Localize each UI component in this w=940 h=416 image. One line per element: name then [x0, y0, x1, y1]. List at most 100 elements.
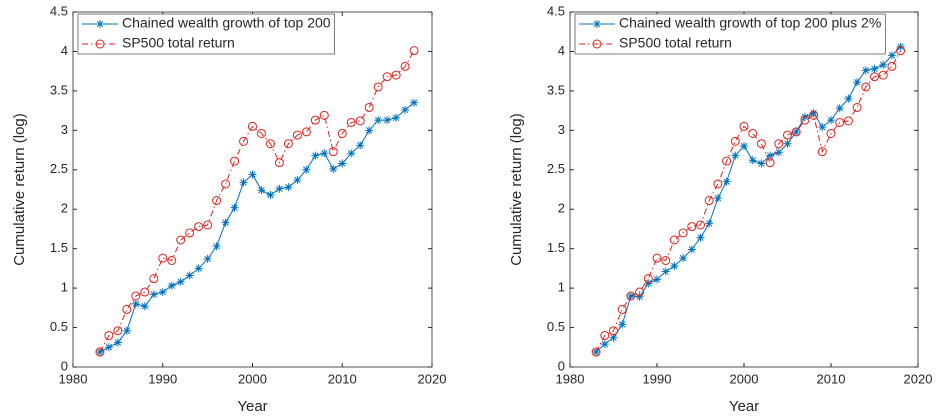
- data-point: [809, 110, 819, 120]
- legend: Chained wealth growth of top 200 SP500 to…: [77, 13, 335, 55]
- series-line: [99, 50, 415, 353]
- data-point: [382, 72, 392, 82]
- y-axis-label: Cumulative return (log): [11, 113, 28, 266]
- data-point: [230, 156, 240, 166]
- series-line: [99, 102, 415, 353]
- data-point: [104, 330, 114, 340]
- data-point: [679, 254, 688, 263]
- data-point: [346, 117, 356, 127]
- data-point: [113, 338, 122, 347]
- data-point: [248, 121, 257, 131]
- data-point: [158, 288, 167, 297]
- data-point: [265, 139, 275, 149]
- data-point: [791, 127, 801, 137]
- x-tick-label: 2020: [904, 371, 933, 386]
- data-point: [203, 254, 212, 263]
- data-point: [774, 139, 784, 149]
- data-point: [687, 222, 697, 232]
- x-tick-label: 1990: [643, 371, 672, 386]
- y-tick-label: 2.5: [547, 161, 565, 176]
- data-point: [302, 165, 311, 174]
- data-point: [409, 46, 419, 56]
- series-line: [595, 46, 901, 353]
- data-point: [861, 66, 870, 75]
- data-point: [843, 116, 853, 126]
- data-point: [887, 61, 897, 71]
- data-point: [731, 151, 740, 160]
- data-point: [835, 117, 845, 127]
- y-tick-label: 0: [558, 358, 565, 373]
- data-point: [756, 139, 766, 149]
- data-point: [239, 178, 248, 187]
- y-tick-label: 1: [61, 280, 68, 295]
- data-point: [626, 292, 635, 300]
- data-point: [817, 147, 827, 157]
- data-point: [765, 158, 775, 168]
- x-tick-label: 2000: [730, 371, 759, 386]
- data-point: [626, 291, 636, 301]
- data-point: [176, 277, 185, 286]
- data-point: [669, 235, 679, 245]
- legend-label: SP500 total return: [122, 35, 235, 51]
- data-point: [618, 320, 627, 329]
- data-point: [827, 116, 835, 125]
- data-point: [391, 70, 401, 80]
- data-point: [644, 279, 653, 288]
- data-point: [609, 333, 618, 342]
- data-point: [643, 274, 653, 284]
- y-tick-label: 1: [558, 280, 565, 295]
- data-point: [113, 326, 123, 336]
- data-point: [870, 72, 879, 82]
- data-point: [311, 151, 320, 160]
- data-point: [800, 112, 809, 121]
- data-point: [203, 220, 213, 230]
- data-point: [809, 108, 818, 117]
- data-point: [364, 102, 374, 112]
- data-point: [122, 326, 131, 335]
- x-tick-label: 1990: [148, 371, 177, 386]
- data-point: [792, 127, 801, 136]
- y-tick-label: 2.5: [50, 161, 68, 176]
- data-point: [609, 326, 618, 336]
- data-point: [176, 235, 186, 245]
- legend-label: SP500 total return: [619, 35, 732, 51]
- legend: Chained wealth growth of top 200 plus 2%…: [574, 13, 886, 55]
- data-point: [705, 219, 714, 228]
- data-point: [722, 177, 731, 186]
- data-point: [230, 203, 239, 212]
- data-point: [140, 287, 150, 297]
- data-point: [600, 330, 610, 340]
- data-point: [257, 186, 266, 195]
- data-point: [713, 194, 722, 203]
- x-tick-label: 1980: [59, 371, 88, 386]
- data-point: [185, 228, 195, 238]
- y-tick-label: 4: [558, 43, 565, 58]
- y-tick-label: 3: [558, 122, 565, 137]
- data-point: [766, 151, 775, 160]
- data-point: [283, 139, 293, 149]
- data-point: [844, 94, 853, 103]
- data-point: [374, 116, 383, 125]
- data-point: [266, 191, 275, 200]
- data-point: [212, 196, 222, 206]
- data-point: [696, 220, 705, 230]
- data-point: [748, 156, 757, 165]
- data-point: [292, 130, 302, 140]
- data-point: [355, 116, 365, 126]
- data-point: [739, 121, 749, 131]
- data-point: [221, 179, 231, 189]
- data-point: [329, 164, 338, 173]
- data-point: [687, 245, 696, 254]
- data-point: [800, 115, 810, 125]
- data-point: [617, 304, 627, 314]
- series-line: [595, 50, 902, 353]
- data-point: [149, 290, 158, 299]
- data-point: [818, 123, 827, 132]
- data-point: [600, 340, 609, 349]
- data-point: [592, 348, 601, 357]
- legend-label: Chained wealth growth of top 200: [122, 15, 331, 31]
- y-tick-label: 0.5: [50, 319, 68, 334]
- legend-marker: [96, 20, 104, 28]
- data-point: [722, 156, 732, 166]
